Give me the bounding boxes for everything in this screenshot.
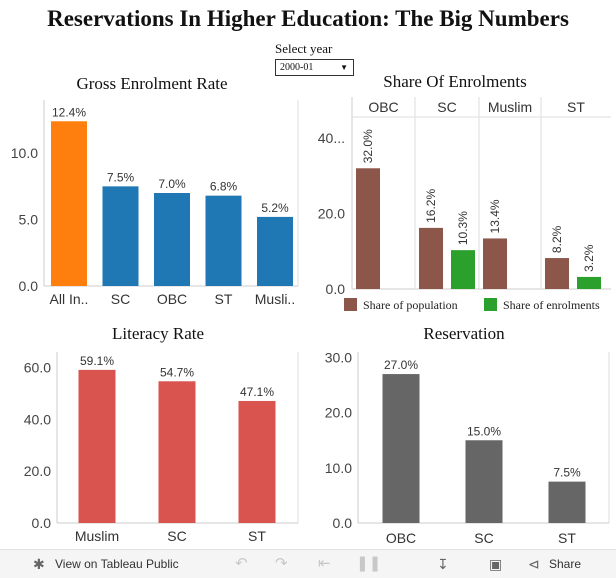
legend-label-population: Share of population xyxy=(363,298,458,312)
bar[interactable] xyxy=(51,121,87,286)
category-label: All In.. xyxy=(50,291,89,307)
data-label: 10.3% xyxy=(456,211,470,245)
data-label: 8.2% xyxy=(550,225,564,253)
undo-icon[interactable]: ↶ xyxy=(235,555,248,572)
y-tick-label: 5.0 xyxy=(19,212,39,228)
y-tick-label: 0.0 xyxy=(32,515,52,531)
y-tick-label: 20.0 xyxy=(325,405,352,421)
data-label: 13.4% xyxy=(488,199,502,233)
ger-svg: Gross Enrolment Rate 0.0 5.0 10.0 12.4% 7.5… xyxy=(11,74,299,307)
legend-label-enrolments: Share of enrolments xyxy=(503,298,600,312)
page-title: Reservations In Higher Education: The Bi… xyxy=(47,6,569,31)
chart-title: Gross Enrolment Rate xyxy=(76,74,227,93)
chart-literacy-rate: Literacy Rate 0.0 20.0 40.0 60.0 59.1% 54.7%… xyxy=(0,320,305,549)
chart-title: Literacy Rate xyxy=(112,324,204,343)
year-select-label: Select year xyxy=(275,41,333,56)
category-label: OBC xyxy=(157,291,187,307)
data-label: 5.2% xyxy=(261,201,289,215)
panel-header: ST xyxy=(567,99,585,115)
literacy-svg: Literacy Rate 0.0 20.0 40.0 60.0 59.1% 54.7%… xyxy=(24,324,299,544)
share-button[interactable]: Share xyxy=(549,557,582,571)
tableau-toolbar: ✱ View on Tableau Public ↶ ↷ ⇤ ❚❚ ↧ ▣ ⊲ … xyxy=(0,549,616,578)
category-label: OBC xyxy=(386,530,416,546)
data-label: 59.1% xyxy=(80,354,114,368)
y-tick-label: 20.0 xyxy=(24,463,51,479)
y-tick-label: 30.0 xyxy=(325,350,352,366)
category-label: Musli.. xyxy=(255,291,295,307)
bar[interactable] xyxy=(158,381,196,523)
bar[interactable] xyxy=(577,276,601,289)
bar[interactable] xyxy=(465,440,503,523)
chevron-down-icon: ▼ xyxy=(340,63,348,72)
category-label: SC xyxy=(474,530,493,546)
redo-icon[interactable]: ↷ xyxy=(275,555,288,572)
y-tick-label: 20.0 xyxy=(318,206,345,222)
year-select[interactable]: 2000-01 ▼ xyxy=(275,59,354,76)
chart-title: Reservation xyxy=(423,324,505,343)
revert-icon[interactable]: ⇤ xyxy=(318,555,331,572)
share-icon[interactable]: ⊲ xyxy=(528,556,540,572)
view-on-tableau-link[interactable]: View on Tableau Public xyxy=(55,557,179,571)
category-label: ST xyxy=(558,530,576,546)
year-select-value: 2000-01 xyxy=(280,62,314,73)
bar[interactable] xyxy=(451,250,475,289)
data-label: 16.2% xyxy=(424,189,438,223)
bar[interactable] xyxy=(548,481,586,523)
data-label: 7.5% xyxy=(107,170,135,184)
data-label: 54.7% xyxy=(160,365,194,379)
data-label: 12.4% xyxy=(52,105,86,119)
chart-share-of-enrolments: Share Of Enrolments OBC SC Muslim ST 0.0 20.… xyxy=(305,70,616,320)
panel-header: OBC xyxy=(368,99,398,115)
bar[interactable] xyxy=(257,216,293,286)
y-tick-label: 0.0 xyxy=(333,515,353,531)
category-label: SC xyxy=(111,291,130,307)
legend-swatch-enrolments xyxy=(484,298,497,311)
data-label: 7.0% xyxy=(158,177,186,191)
chart-gross-enrolment-rate: Gross Enrolment Rate 0.0 5.0 10.0 12.4% 7.5… xyxy=(0,70,305,315)
bar[interactable] xyxy=(154,193,190,286)
legend: Share of population Share of enrolments xyxy=(344,298,600,312)
category-label: ST xyxy=(248,528,266,544)
data-label: 7.5% xyxy=(553,466,581,480)
data-label: 3.2% xyxy=(582,244,596,272)
y-tick-label: 40... xyxy=(318,130,345,146)
tableau-icon[interactable]: ✱ xyxy=(33,556,45,572)
data-label: 47.1% xyxy=(240,385,274,399)
bar[interactable] xyxy=(238,400,276,523)
bar[interactable] xyxy=(102,186,139,286)
chart-title: Share Of Enrolments xyxy=(383,72,527,91)
data-label: 32.0% xyxy=(361,129,375,163)
category-label: ST xyxy=(215,291,233,307)
y-tick-label: 10.0 xyxy=(11,145,38,161)
bar[interactable] xyxy=(356,168,380,289)
download-icon[interactable]: ↧ xyxy=(437,556,449,572)
y-tick-label: 60.0 xyxy=(24,360,51,376)
bar[interactable] xyxy=(419,227,443,289)
data-label: 27.0% xyxy=(384,358,418,372)
y-tick-label: 10.0 xyxy=(325,460,352,476)
share-svg: Share Of Enrolments OBC SC Muslim ST 0.0 20.… xyxy=(318,72,611,312)
y-tick-label: 0.0 xyxy=(19,278,39,294)
bar[interactable] xyxy=(483,238,507,289)
data-label: 15.0% xyxy=(467,424,501,438)
fullscreen-icon[interactable]: ▣ xyxy=(489,556,503,572)
reservation-svg: Reservation 0.0 10.0 20.0 30.0 27.0% 15.0% 7.… xyxy=(325,324,610,546)
bar[interactable] xyxy=(545,258,569,289)
category-label: SC xyxy=(167,528,186,544)
data-label: 6.8% xyxy=(210,180,238,194)
bar[interactable] xyxy=(205,195,242,286)
y-tick-label: 0.0 xyxy=(326,281,346,297)
panel-header: SC xyxy=(437,99,456,115)
category-label: Muslim xyxy=(75,528,119,544)
panel-header: Muslim xyxy=(488,99,532,115)
legend-swatch-population xyxy=(344,298,357,311)
chart-reservation: Reservation 0.0 10.0 20.0 30.0 27.0% 15.0% 7.… xyxy=(305,320,616,549)
y-tick-label: 40.0 xyxy=(24,411,51,427)
bar[interactable] xyxy=(78,369,116,523)
pause-icon[interactable]: ❚❚ xyxy=(356,555,382,572)
bar[interactable] xyxy=(382,374,420,523)
